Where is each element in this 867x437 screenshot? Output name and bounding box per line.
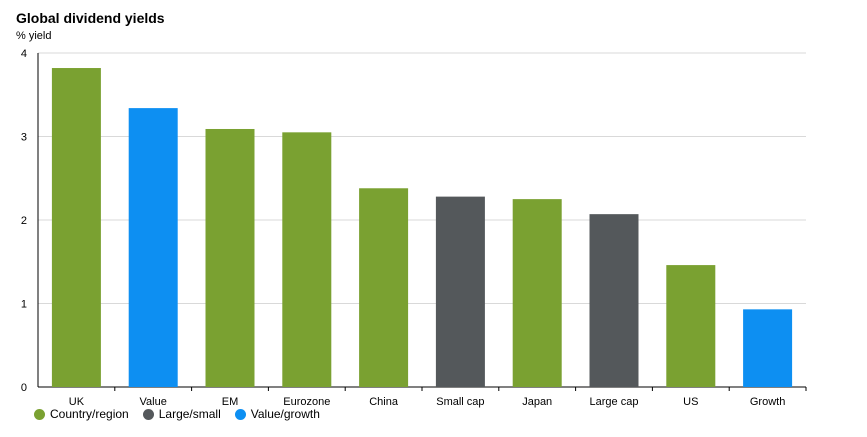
y-axis-label: % yield — [16, 30, 52, 42]
bar — [205, 128, 255, 388]
y-tick-label: 2 — [21, 215, 27, 227]
x-tick-label: Value — [140, 396, 167, 408]
bar — [743, 309, 793, 387]
x-tick-label: Growth — [750, 396, 785, 408]
y-tick-label: 0 — [21, 382, 27, 394]
y-tick-label: 3 — [21, 132, 27, 144]
legend-label: Large/small — [158, 407, 221, 421]
x-tick-label: EM — [222, 396, 239, 408]
bar — [589, 214, 639, 387]
legend: Country/region Large/small Value/growth — [34, 407, 320, 421]
x-tick-label: Large cap — [590, 396, 639, 408]
x-tick-label: Small cap — [436, 396, 484, 408]
y-tick-label: 4 — [21, 48, 27, 60]
bar — [51, 68, 101, 387]
x-tick-label: Japan — [522, 396, 552, 408]
chart-title: Global dividend yields — [16, 10, 165, 26]
x-tick-label: China — [369, 396, 399, 408]
legend-item: Large/small — [142, 407, 221, 421]
x-tick-label: Eurozone — [283, 396, 330, 408]
bar — [128, 108, 178, 388]
legend-item: Country/region — [34, 407, 129, 421]
x-tick-label: US — [683, 396, 698, 408]
legend-swatch — [142, 408, 154, 420]
legend-item: Value/growth — [234, 407, 320, 421]
legend-label: Country/region — [50, 407, 129, 421]
bar — [666, 265, 716, 387]
bar — [359, 188, 409, 387]
y-tick-label: 1 — [21, 299, 27, 311]
x-tick-label: UK — [69, 396, 85, 408]
bar — [282, 132, 332, 387]
legend-swatch — [234, 408, 246, 420]
legend-label: Value/growth — [250, 407, 320, 421]
bar — [435, 196, 485, 387]
bar — [512, 199, 562, 387]
legend-swatch — [34, 408, 45, 420]
